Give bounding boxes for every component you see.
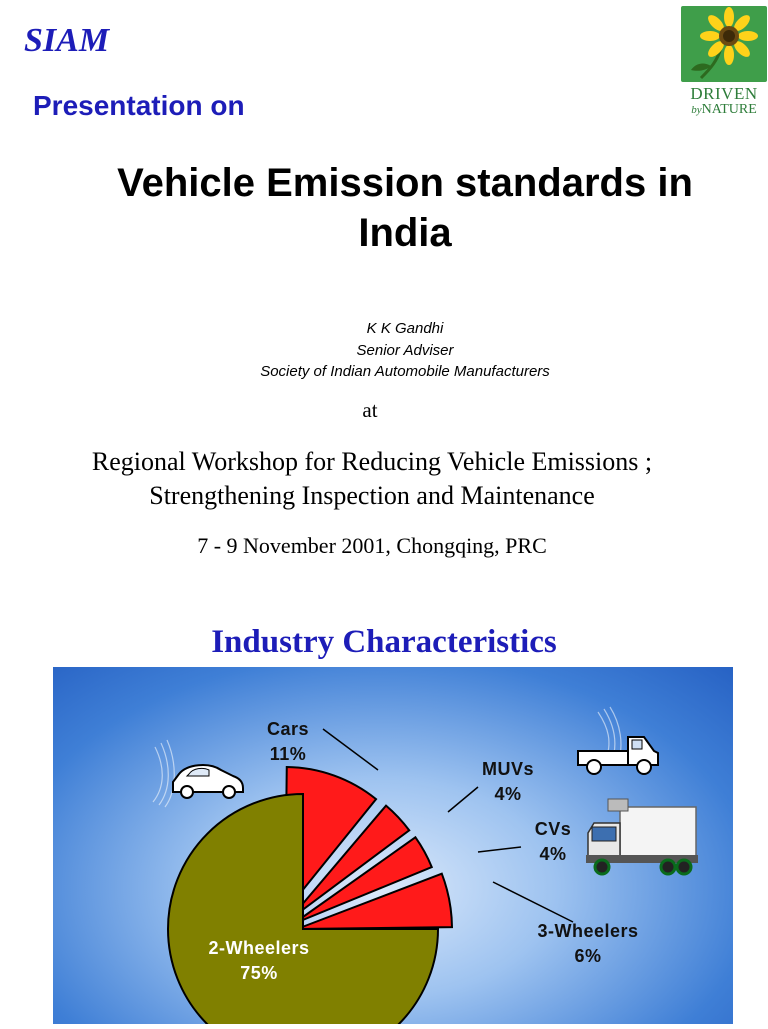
sunflower-icon <box>681 6 767 82</box>
commercial-truck-icon <box>586 798 698 876</box>
title-line-2: India <box>358 211 452 255</box>
org-name: SIAM <box>24 22 110 59</box>
pickup-truck-icon <box>577 736 659 775</box>
chart-panel: Cars 11% MUVs 4% CVs 4% 3-Wheelers 6% 2-Wheelers… <box>53 667 733 1029</box>
slice-label-3-wheelers: 3-Wheelers 6% <box>537 921 638 966</box>
section-title: Industry Characteristics <box>211 624 557 660</box>
pie-chart: Cars 11% MUVs 4%CVs 4% 3-Wheelers 6% 2-Wheelers… <box>152 706 698 1029</box>
driven-by-nature-logo: DRIVEN byNATURE <box>681 6 767 118</box>
presentation-on-label: Presentation on <box>33 90 245 121</box>
pie-slice-cvs <box>292 835 434 925</box>
logo-text-driven: DRIVEN <box>690 84 758 103</box>
at-label: at <box>362 398 378 422</box>
workshop-line-2: Strengthening Inspection and Maintenance <box>149 481 595 510</box>
pie-slice-3-wheelers <box>296 872 454 930</box>
leader-line-cars <box>322 728 379 771</box>
logo-text-nature: byNATURE <box>691 102 757 117</box>
slice-label-cvs: CVs 4% <box>535 819 572 864</box>
pie-slice-muvs <box>288 804 411 921</box>
slice-label-muvs: MUVs 4% <box>482 759 534 804</box>
slice-label-cars: Cars 11% <box>267 719 309 764</box>
car-icon <box>172 764 244 799</box>
leader-line-cvs <box>477 846 522 853</box>
leader-line-3-wheelers <box>492 881 574 923</box>
page-title: Vehicle Emission standards in India <box>60 158 750 258</box>
slice-label-2-wheelers: 2-Wheelers 75% <box>208 938 309 983</box>
pie-slice-cars <box>283 765 378 915</box>
workshop-line-1: Regional Workshop for Reducing Vehicle E… <box>91 447 653 476</box>
event-date: 7 - 9 November 2001, Chongqing, PRC <box>197 533 547 558</box>
title-line-1: Vehicle Emission standards in <box>117 161 693 205</box>
author-name: K K Gandhi <box>366 320 444 337</box>
author-role: Senior Adviser <box>356 342 454 359</box>
leader-line-muvs <box>447 786 479 813</box>
author-org: Society of Indian Automobile Manufacture… <box>260 363 550 380</box>
